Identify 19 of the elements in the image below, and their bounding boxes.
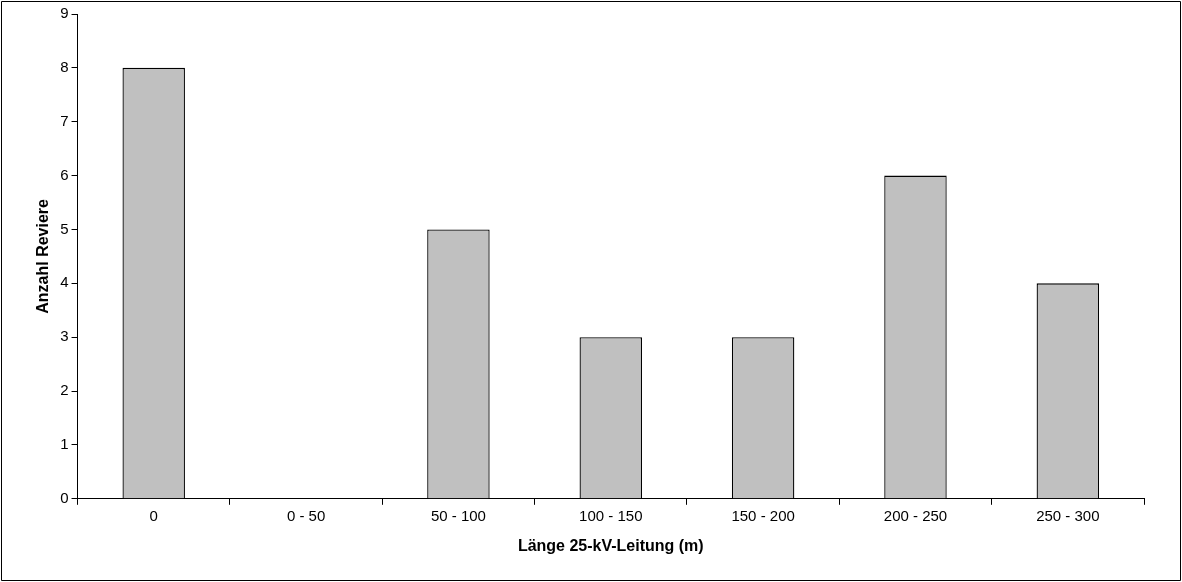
x-tick-label: 50 - 100 <box>430 506 486 524</box>
y-tick-label: 0 <box>60 488 69 506</box>
y-tick-label: 3 <box>60 327 69 345</box>
x-tick-label: 0 <box>149 506 158 524</box>
y-tick-label: 9 <box>60 4 69 22</box>
x-tick-label: 150 - 200 <box>731 506 795 524</box>
y-axis-title: Anzahl Reviere <box>34 198 52 314</box>
x-axis-title: Länge 25-kV-Leitung (m) <box>517 536 704 554</box>
y-tick-label: 4 <box>60 273 69 291</box>
x-tick-label: 200 - 250 <box>883 506 948 524</box>
y-tick-label: 6 <box>60 165 69 183</box>
y-tick-label: 2 <box>60 381 69 399</box>
x-tick-label: 100 - 150 <box>579 506 643 524</box>
x-tick-label: 0 - 50 <box>286 506 326 524</box>
y-tick-label: 5 <box>60 219 69 237</box>
y-tick-label: 7 <box>60 111 69 129</box>
y-tick-label: 8 <box>60 58 69 76</box>
y-tick-label: 1 <box>60 435 69 453</box>
x-tick-label: 250 - 300 <box>1036 506 1100 524</box>
